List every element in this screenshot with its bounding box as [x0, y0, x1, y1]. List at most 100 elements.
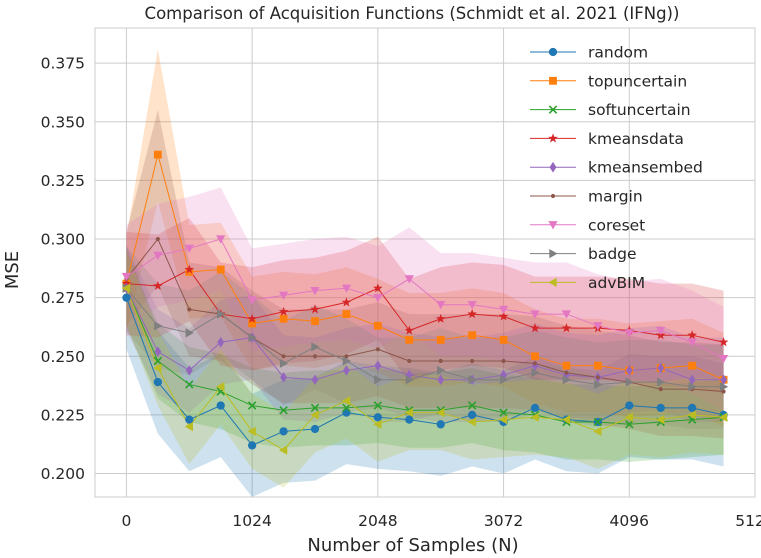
band-topuncertain: [126, 49, 724, 427]
legend-marker-badge: [549, 249, 558, 259]
point-advBIM: [278, 445, 288, 455]
legend-marker-random: [548, 47, 558, 57]
point-softuncertain: [373, 401, 383, 410]
point-coreset: [247, 296, 257, 305]
point-margin: [375, 347, 380, 352]
point-badge: [154, 321, 163, 331]
point-coreset: [593, 322, 603, 331]
point-random: [216, 401, 225, 410]
x-tick-label: 0: [121, 512, 131, 530]
point-random: [248, 441, 257, 450]
legend-label-kmeansdata: kmeansdata: [588, 130, 684, 148]
point-coreset: [436, 301, 446, 310]
legend-label-coreset: coreset: [588, 216, 645, 234]
point-coreset: [310, 286, 320, 296]
legend-marker-margin: [550, 193, 556, 199]
point-advBIM: [467, 417, 476, 427]
point-topuncertain: [531, 352, 539, 361]
point-kmeansembed: [342, 365, 350, 376]
point-random: [153, 377, 162, 387]
point-random: [405, 415, 414, 424]
point-kmeansembed: [720, 374, 728, 386]
point-advBIM: [216, 382, 225, 392]
point-advBIM: [436, 407, 445, 418]
band-kmeansembed: [126, 246, 724, 422]
legend-marker-kmeansembed: [549, 161, 557, 173]
point-coreset: [624, 329, 634, 338]
point-margin: [532, 361, 538, 366]
y-tick-label: 0.350: [41, 113, 85, 131]
point-kmeansdata: [435, 313, 446, 323]
point-badge: [342, 356, 352, 366]
point-random: [656, 403, 665, 413]
point-badge: [657, 377, 666, 387]
point-softuncertain: [310, 403, 320, 413]
point-margin: [155, 236, 160, 242]
point-badge: [688, 382, 697, 392]
point-coreset: [530, 310, 540, 319]
line-advBIM: [125, 288, 724, 451]
line-topuncertain: [125, 154, 724, 381]
point-kmeansembed: [374, 360, 382, 371]
point-topuncertain: [311, 317, 319, 326]
point-softuncertain: [593, 417, 603, 427]
confidence-bands: [126, 49, 724, 497]
line-kmeansdata: [126, 268, 724, 343]
point-badge: [374, 375, 383, 385]
point-coreset: [404, 275, 414, 284]
band-kmeansdata: [126, 217, 724, 394]
y-tick-label: 0.300: [41, 231, 85, 249]
point-badge: [719, 382, 729, 392]
point-advBIM: [593, 426, 602, 436]
point-kmeansembed: [217, 336, 225, 348]
point-advBIM: [718, 412, 728, 422]
point-topuncertain: [216, 265, 225, 274]
point-coreset: [687, 338, 697, 347]
point-coreset: [184, 244, 194, 254]
point-kmeansembed: [657, 362, 665, 374]
point-kmeansdata: [341, 297, 352, 307]
point-margin: [501, 358, 506, 364]
point-topuncertain: [499, 335, 508, 344]
point-coreset: [373, 293, 383, 303]
point-kmeansdata: [184, 264, 195, 274]
point-badge: [594, 379, 603, 390]
legend: random topuncertain softuncertain kmeansdat…: [530, 44, 703, 292]
point-softuncertain: [247, 401, 257, 410]
point-coreset: [561, 310, 572, 319]
band-advBIM: [126, 250, 724, 488]
point-random: [185, 415, 194, 424]
point-kmeansdata: [498, 311, 509, 321]
point-margin: [658, 387, 663, 392]
point-random: [530, 403, 540, 413]
point-kmeansembed: [437, 374, 445, 386]
legend-label-softuncertain: softuncertain: [588, 101, 691, 119]
legend-label-advBIM: advBIM: [588, 274, 645, 292]
point-badge: [311, 342, 320, 352]
point-coreset: [278, 291, 289, 300]
point-advBIM: [373, 419, 382, 429]
point-kmeansdata: [247, 313, 257, 323]
legend-marker-kmeansdata: [548, 133, 558, 143]
point-kmeansembed: [311, 374, 319, 386]
point-badge: [405, 375, 414, 385]
point-coreset: [656, 326, 666, 336]
point-topuncertain: [153, 150, 162, 159]
point-random: [373, 413, 382, 422]
point-random: [468, 410, 477, 420]
legend-label-kmeansembed: kmeansembed: [588, 159, 703, 177]
point-advBIM: [498, 415, 508, 425]
point-kmeansembed: [280, 372, 288, 383]
point-softuncertain: [499, 408, 508, 417]
series-markers: [121, 150, 729, 455]
point-coreset: [216, 235, 226, 244]
point-margin: [470, 358, 475, 364]
point-coreset: [718, 354, 729, 364]
point-margin: [595, 375, 600, 380]
point-kmeansembed: [688, 374, 696, 386]
point-topuncertain: [468, 331, 477, 340]
point-coreset: [498, 305, 509, 314]
point-random: [279, 427, 288, 436]
point-random: [436, 420, 445, 429]
